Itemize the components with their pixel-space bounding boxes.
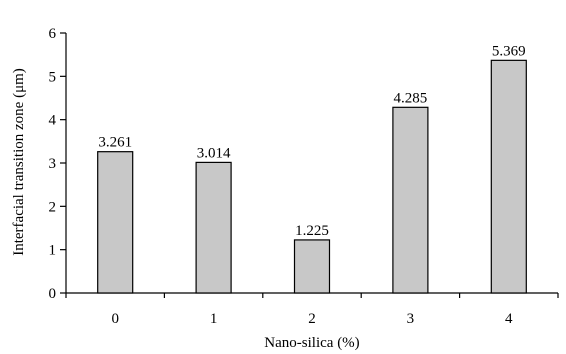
data-label: 3.014 — [197, 145, 231, 161]
data-label: 5.369 — [492, 43, 526, 59]
bar — [392, 106, 429, 294]
bar — [293, 239, 331, 294]
x-tick-label: 4 — [505, 311, 513, 327]
y-tick-label: 0 — [49, 286, 57, 302]
data-labels: 3.261 3.014 1.225 4.285 5.369 — [98, 43, 525, 239]
x-tick-label: 1 — [210, 311, 218, 327]
data-label: 3.261 — [98, 135, 132, 151]
bar — [97, 151, 134, 294]
x-tick-label: 3 — [407, 311, 415, 327]
y-axis-title: Interfacial transition zone (μm) — [11, 68, 27, 256]
x-tick-label: 2 — [308, 311, 316, 327]
bar — [195, 161, 232, 294]
x-axis: 0 1 2 3 4 — [65, 292, 559, 327]
x-axis-title: Nano-silica (%) — [264, 335, 359, 351]
bar — [490, 59, 527, 294]
y-tick-label: 6 — [49, 26, 57, 42]
data-label: 1.225 — [295, 223, 329, 239]
y-tick-label: 2 — [49, 199, 57, 215]
y-tick-label: 1 — [49, 243, 57, 259]
y-tick-label: 3 — [49, 156, 57, 172]
data-label: 4.285 — [394, 90, 428, 106]
x-tick-label: 0 — [111, 311, 119, 327]
y-axis: 0 1 2 3 4 5 6 — [49, 26, 67, 302]
y-tick-label: 4 — [49, 113, 57, 129]
bars — [97, 59, 527, 294]
y-tick-label: 5 — [49, 69, 57, 85]
